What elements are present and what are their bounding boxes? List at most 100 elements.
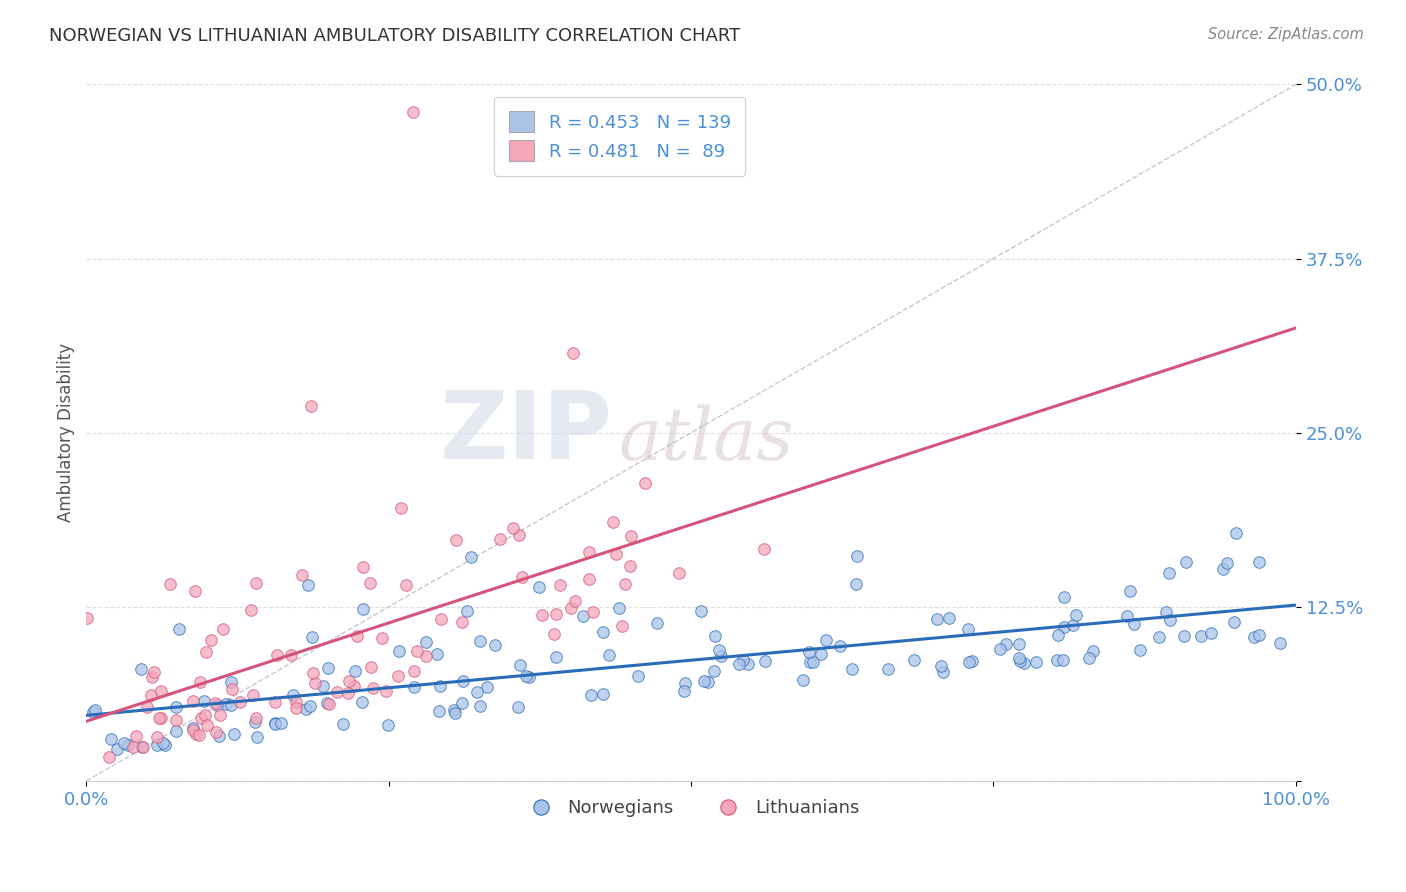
Point (956, 622, 979, 636)
Point (332, 717, 354, 731)
Point (219, 674, 242, 689)
Point (402, 105, 425, 120)
Point (995, 637, 1018, 651)
Point (264, 695, 287, 709)
Point (1249, 555, 1271, 569)
Point (1173, 629, 1195, 643)
Point (389, 500, 412, 515)
Point (579, 688, 602, 702)
Point (957, 655, 980, 669)
Point (605, 547, 627, 561)
Point (703, 664, 725, 678)
Point (194, 645, 217, 659)
Point (122, 739, 145, 754)
Point (731, 653, 754, 667)
Point (607, 601, 630, 615)
Point (1008, 650, 1031, 665)
Point (264, 716, 287, 731)
Point (1199, 625, 1222, 640)
Point (371, 631, 394, 645)
Point (508, 528, 530, 542)
Point (415, 635, 437, 649)
Point (1012, 657, 1035, 671)
Point (166, 699, 188, 714)
Point (810, 648, 832, 662)
Point (846, 549, 869, 564)
Point (301, 399, 323, 413)
Point (529, 580, 551, 594)
Point (139, 688, 162, 702)
Point (229, 695, 252, 709)
Point (243, 714, 266, 729)
Point (280, 648, 302, 662)
Point (153, 739, 176, 753)
Point (359, 576, 381, 591)
Text: Source: ZipAtlas.com: Source: ZipAtlas.com (1208, 27, 1364, 42)
Point (112, 736, 135, 750)
Point (1081, 644, 1104, 658)
Point (484, 638, 506, 652)
Point (546, 650, 568, 665)
Point (240, 602, 263, 616)
Point (117, 738, 139, 752)
Point (1247, 628, 1270, 642)
Point (188, 674, 211, 689)
Point (509, 658, 531, 673)
Point (668, 566, 690, 581)
Point (519, 670, 541, 684)
Point (1045, 653, 1067, 667)
Point (1053, 620, 1076, 634)
Point (152, 736, 174, 750)
Point (297, 578, 319, 592)
Point (1225, 525, 1247, 540)
Point (245, 711, 267, 725)
Point (76, 611, 98, 625)
Point (737, 657, 759, 671)
Point (242, 688, 264, 702)
Point (377, 718, 399, 732)
Point (141, 670, 163, 684)
Point (208, 729, 231, 743)
Point (506, 700, 529, 714)
Point (560, 600, 582, 615)
Point (582, 606, 605, 620)
Point (1268, 636, 1291, 650)
Point (184, 727, 207, 741)
Point (132, 740, 155, 755)
Y-axis label: Ambulatory Disability: Ambulatory Disability (58, 343, 75, 523)
Point (1189, 629, 1212, 643)
Point (690, 604, 713, 618)
Point (468, 699, 491, 714)
Point (318, 697, 340, 711)
Point (181, 723, 204, 738)
Point (312, 679, 335, 693)
Point (634, 476, 657, 491)
Point (426, 647, 449, 661)
Point (1010, 654, 1032, 668)
Point (404, 680, 426, 694)
Point (1175, 555, 1198, 569)
Point (830, 640, 852, 654)
Point (564, 593, 586, 607)
Point (792, 673, 814, 687)
Point (707, 643, 730, 657)
Point (148, 711, 170, 725)
Point (326, 684, 349, 698)
Point (159, 576, 181, 591)
Point (801, 655, 824, 669)
Point (1129, 642, 1152, 657)
Point (1157, 566, 1180, 580)
Point (337, 686, 360, 700)
Point (561, 346, 583, 360)
Point (295, 702, 318, 716)
Point (451, 615, 474, 630)
Point (1212, 562, 1234, 576)
Point (1062, 618, 1084, 632)
Point (620, 529, 643, 543)
Point (219, 698, 242, 712)
Point (1215, 556, 1237, 570)
Point (181, 721, 204, 735)
Point (212, 622, 235, 636)
Point (125, 730, 148, 744)
Point (929, 658, 952, 673)
